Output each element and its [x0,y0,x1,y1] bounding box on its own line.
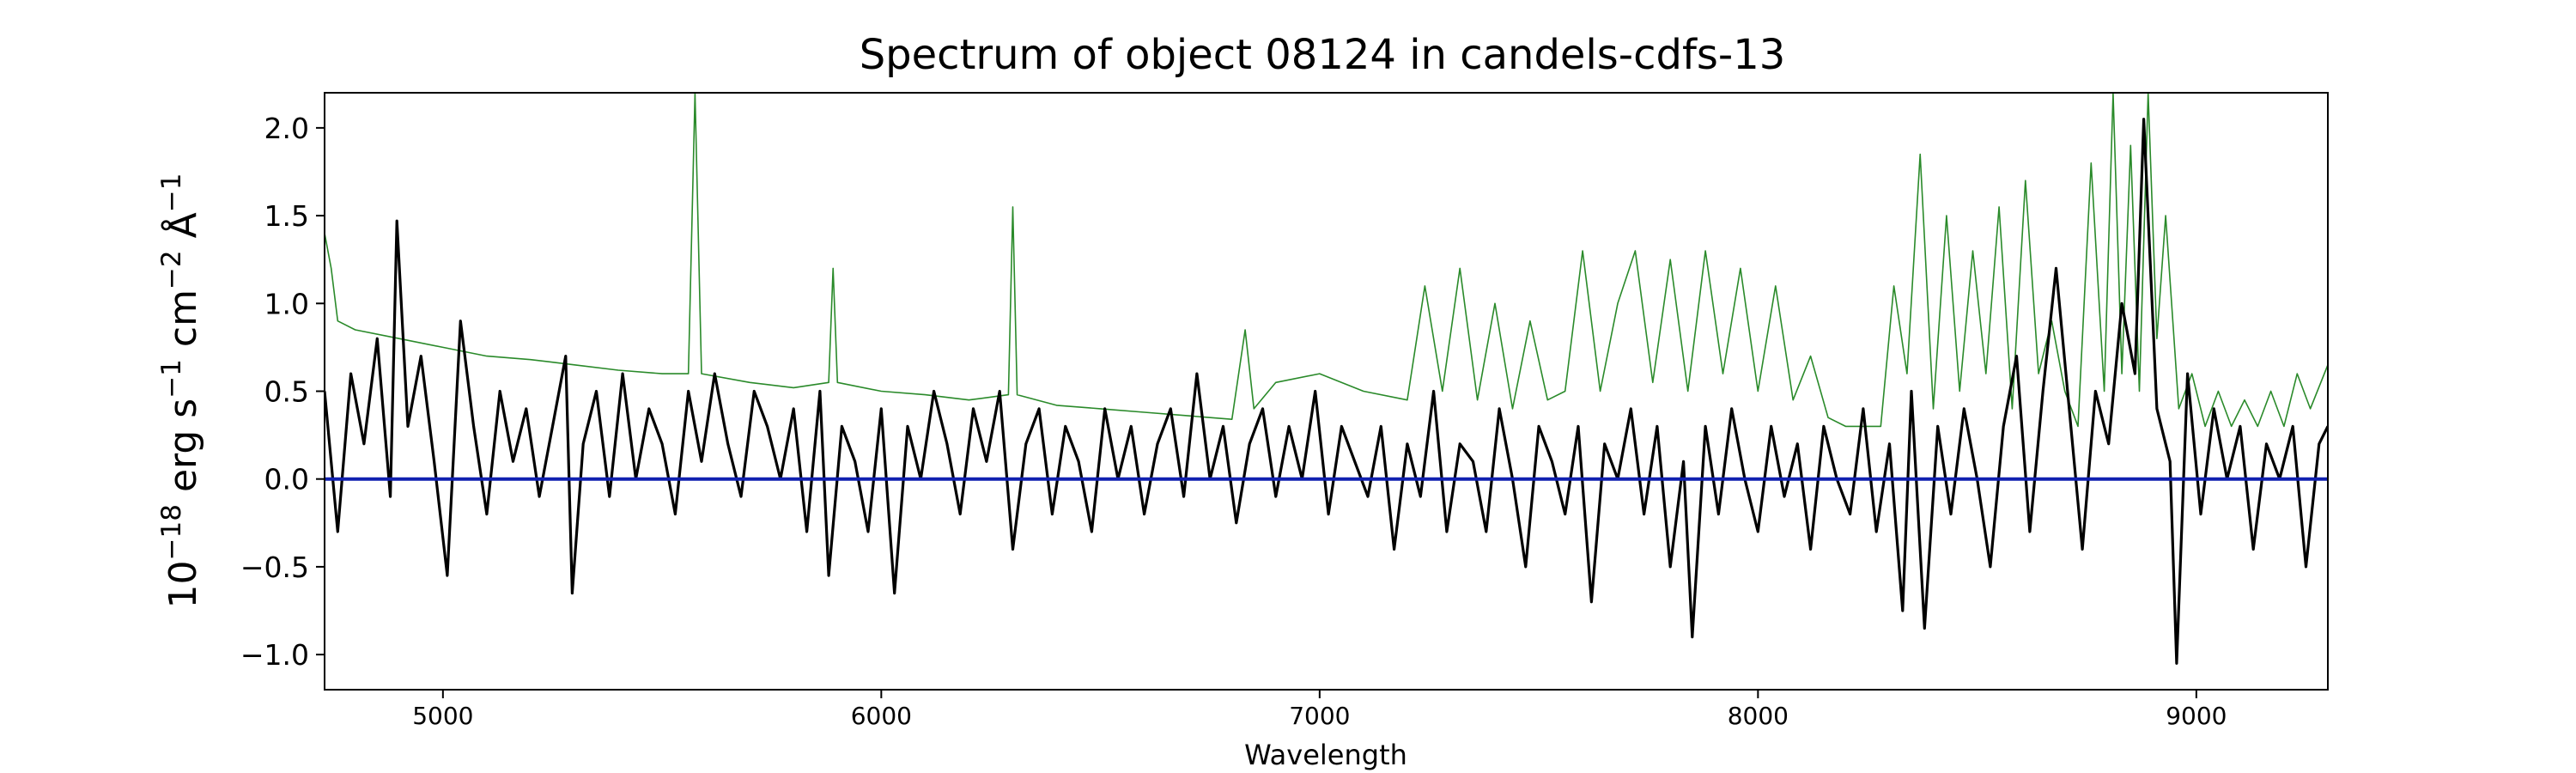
y-tick-label: −1.0 [240,638,309,672]
y-tick-label: 2.0 [264,112,309,145]
y-axis: −1.0 −0.5 0.0 0.5 1.0 1.5 2.0 [240,112,325,672]
y-tick-label: 0.0 [264,463,309,496]
y-tick-label: 0.5 [264,375,309,409]
chart-title: Spectrum of object 08124 in candels-cdfs… [860,31,1786,79]
x-tick-label: 5000 [412,702,473,730]
x-axis: 5000 6000 7000 8000 9000 [412,690,2227,730]
x-tick-label: 8000 [1728,702,1789,730]
y-axis-label: 10−18 erg s−1 cm−2 Å−1 [156,173,205,609]
y-tick-label: 1.0 [264,287,309,320]
series-layer [325,93,2328,665]
series-error-line [325,93,2328,428]
series-flux-line [325,118,2328,665]
y-tick-label: −0.5 [240,551,309,584]
x-tick-label: 6000 [851,702,912,730]
y-tick-label: 1.5 [264,199,309,233]
x-tick-label: 7000 [1289,702,1350,730]
x-tick-label: 9000 [2166,702,2227,730]
x-axis-label: Wavelength [1244,739,1407,771]
